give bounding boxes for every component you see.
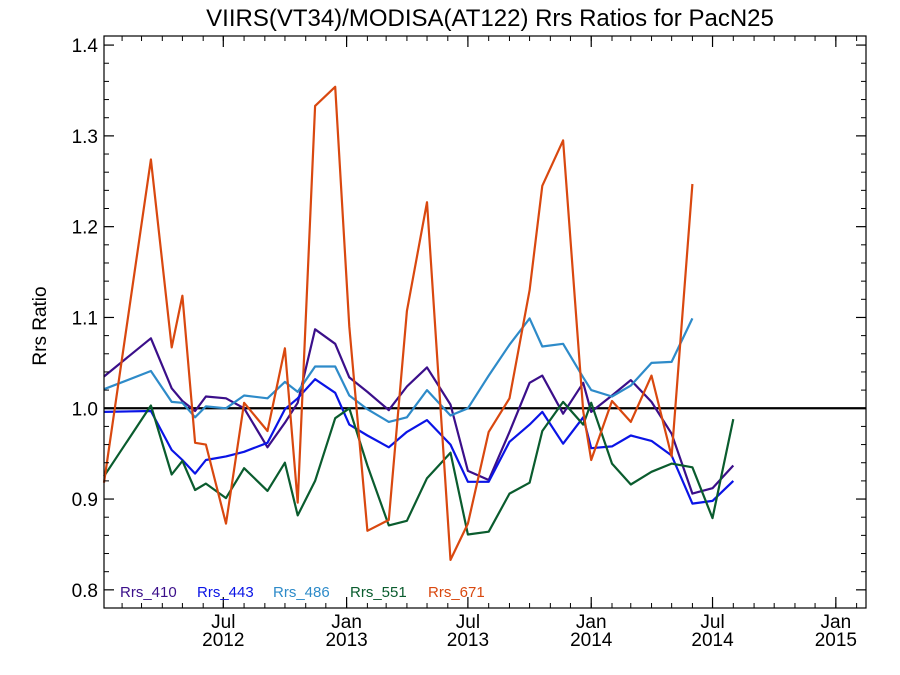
y-tick-label: 1.0 (72, 399, 98, 420)
legend-entry-rrs-671: Rrs_671 (428, 584, 485, 601)
x-tick-label-year: 2014 (570, 630, 613, 651)
y-tick-label: 1.2 (72, 218, 98, 239)
x-tick-label-year: 2014 (691, 630, 734, 651)
x-tick-label-month: Jul (456, 612, 480, 633)
legend-entry-rrs-443: Rrs_443 (197, 584, 254, 601)
series-layer (102, 85, 735, 562)
chart-title: VIIRS(VT34)/MODISA(AT122) Rrs Ratios for… (206, 5, 774, 32)
y-tick-label: 1.1 (72, 308, 98, 329)
x-tick-label-month: Jan (576, 612, 607, 633)
legend: Rrs_410 Rrs_443 Rrs_486 Rrs_551 Rrs_671 (120, 584, 485, 601)
series-line-rrs-443 (103, 378, 735, 505)
series-line-rrs-551 (103, 400, 735, 536)
x-tick-label-year: 2013 (325, 630, 367, 651)
y-tick-label: 1.4 (72, 36, 99, 57)
x-tick-label-month: Jan (331, 612, 362, 633)
x-tick-label-year: 2013 (447, 630, 489, 651)
x-tick-label-month: Jul (700, 612, 724, 633)
y-tick-label: 0.9 (72, 490, 98, 511)
series-line-rrs-671 (102, 85, 694, 562)
y-tick-label: 1.3 (72, 127, 98, 148)
y-axis-label: Rrs Ratio (30, 286, 51, 365)
legend-entry-rrs-410: Rrs_410 (120, 584, 177, 601)
legend-entry-rrs-551: Rrs_551 (350, 584, 407, 601)
plot-frame (103, 35, 867, 609)
legend-entry-rrs-486: Rrs_486 (273, 584, 330, 601)
y-tick-label: 0.8 (72, 581, 98, 602)
x-tick-label-year: 2015 (815, 630, 857, 651)
x-tick-label-month: Jan (821, 612, 852, 633)
axes-layer: 0.80.91.01.11.21.31.4Jul2012Jan2013Jul20… (72, 35, 867, 651)
series-line-rrs-410 (103, 328, 735, 495)
x-tick-label-month: Jul (211, 612, 235, 633)
x-tick-label-year: 2012 (202, 630, 244, 651)
